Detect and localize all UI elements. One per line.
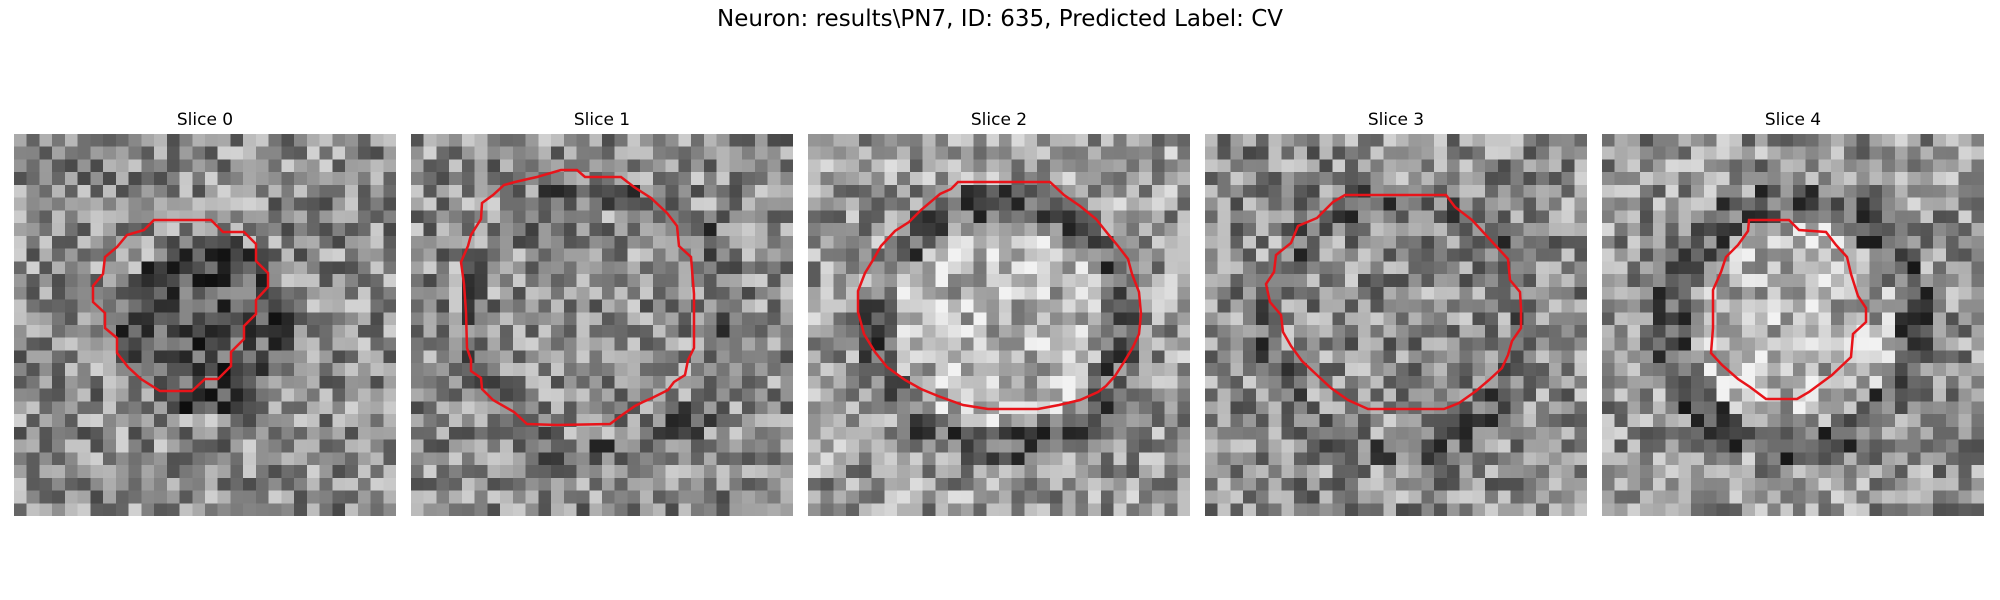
contour-line (1709, 218, 1868, 401)
slice-pixels-1 (411, 134, 793, 516)
slice-contour-1 (459, 168, 696, 427)
slice-panel-4: Slice 4 (1602, 108, 1984, 516)
contour-line (856, 180, 1143, 411)
slice-panel-0: Slice 0 (14, 108, 396, 516)
slice-pixels-3 (1205, 134, 1587, 516)
contour-line (1264, 193, 1523, 411)
slice-title-2: Slice 2 (970, 110, 1028, 130)
slice-title-4: Slice 4 (1764, 110, 1822, 130)
slice-title-1: Slice 1 (573, 110, 631, 130)
slice-panel-3: Slice 3 (1205, 108, 1587, 516)
slice-image-4 (1602, 134, 1984, 516)
slice-image-3 (1205, 134, 1587, 516)
slice-title-0: Slice 0 (176, 110, 234, 130)
slice-panel-2: Slice 2 (808, 108, 1190, 516)
contour-line (459, 168, 696, 427)
slice-pixels-0 (14, 134, 396, 516)
slice-contour-4 (1709, 218, 1868, 401)
slice-contour-0 (91, 218, 270, 393)
slice-image-1 (411, 134, 793, 516)
slice-pixels-4 (1602, 134, 1984, 516)
figure-title: Neuron: results\PN7, ID: 635, Predicted … (717, 6, 1283, 32)
slice-contour-3 (1264, 193, 1523, 411)
slice-contour-2 (856, 180, 1143, 411)
slice-panel-1: Slice 1 (411, 108, 793, 516)
contour-line (91, 218, 270, 393)
slice-image-0 (14, 134, 396, 516)
slice-image-2 (808, 134, 1190, 516)
slice-pixels-2 (808, 134, 1190, 516)
slice-title-3: Slice 3 (1367, 110, 1425, 130)
